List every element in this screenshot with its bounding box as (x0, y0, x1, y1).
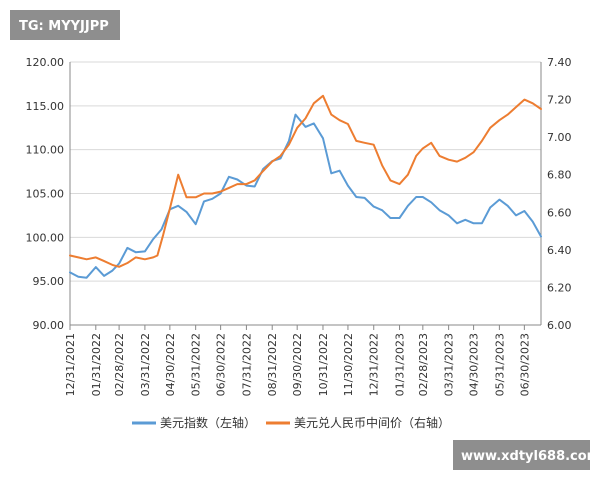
x-tick-label: 05/31/2023 (493, 333, 506, 396)
watermark-top-text: TG: MYYJJPP (19, 19, 109, 34)
x-tick-label: 01/31/2023 (394, 333, 407, 396)
series (69, 94, 542, 279)
y-right-tick-label: 7.20 (547, 94, 572, 107)
x-tick-label: 08/31/2022 (266, 333, 279, 396)
y-left-tick-label: 110.00 (26, 144, 65, 157)
x-tick-label: 01/31/2022 (90, 333, 103, 396)
y-left-tick-label: 105.00 (26, 188, 65, 201)
x-tick-label: 09/30/2022 (291, 333, 304, 396)
x-tick-label: 12/31/2022 (368, 333, 381, 396)
legend: 美元指数（左轴） 美元兑人民币中间价（右轴） (132, 415, 450, 430)
y-right-tick-label: 6.20 (547, 281, 572, 294)
y-right-tick-label: 6.00 (547, 319, 572, 332)
y-left-tick-label: 115.00 (26, 100, 65, 113)
y-right-tick-label: 7.00 (547, 131, 572, 144)
legend-label-usd-index: 美元指数（左轴） (160, 415, 256, 430)
y-left-tick-label: 100.00 (26, 231, 65, 244)
legend-label-usdcny: 美元兑人民币中间价（右轴） (294, 415, 450, 430)
y-right-tick-label: 7.40 (547, 56, 572, 69)
x-tick-label: 03/31/2022 (139, 333, 152, 396)
axes: 90.00 95.00 100.00 105.00 110.00 115.00 120.00… (26, 56, 572, 396)
x-tick-label: 02/28/2023 (417, 333, 430, 396)
x-tick-label: 02/28/2022 (113, 333, 126, 396)
x-tick-label: 11/30/2022 (342, 333, 355, 396)
y-left-tick-label: 90.00 (33, 319, 65, 332)
x-tick-label: 03/31/2023 (443, 333, 456, 396)
watermark-bottom-box (453, 440, 590, 470)
x-tick-label: 07/31/2022 (240, 333, 253, 396)
x-tick-label: 06/30/2022 (215, 333, 228, 396)
series-line-usd-index (69, 113, 542, 279)
watermark-bottom: www.xdtyl688.com (453, 440, 600, 470)
watermark-top-box (10, 10, 120, 40)
x-tick-label: 05/31/2022 (190, 333, 203, 396)
watermark-top: TG: MYYJJPP (10, 10, 120, 40)
watermark-bottom-text: www.xdtyl688.com (461, 449, 600, 464)
x-tick-label: 12/31/2021 (64, 333, 77, 396)
x-tick-label: 10/31/2022 (317, 333, 330, 396)
y-left-tick-label: 120.00 (26, 56, 65, 69)
x-tick-label: 04/30/2023 (468, 333, 481, 396)
y-right-tick-label: 6.80 (547, 169, 572, 182)
y-right-tick-label: 6.60 (547, 206, 572, 219)
y-right-tick-label: 6.40 (547, 244, 572, 257)
x-tick-label: 04/30/2022 (164, 333, 177, 396)
y-left-tick-label: 95.00 (33, 275, 65, 288)
series-line-usdcny (69, 94, 542, 268)
x-tick-label: 06/30/2023 (518, 333, 531, 396)
